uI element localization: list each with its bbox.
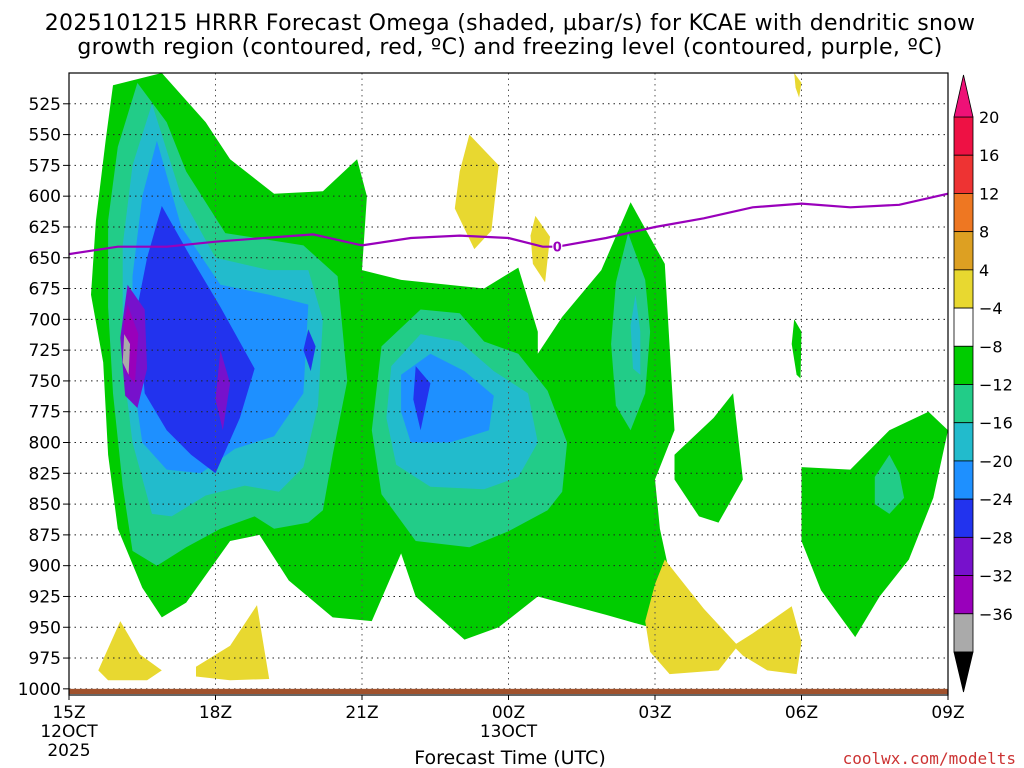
freezing-level-line	[68, 192, 949, 256]
omega-region-24	[645, 559, 738, 675]
colorbar-label: −20	[979, 452, 1013, 471]
colorbar-swatch	[953, 116, 974, 156]
y-tick-label: 925	[29, 587, 61, 607]
y-tick-label: 975	[29, 649, 61, 669]
x-tick-date: 12OCT	[40, 722, 98, 742]
colorbar-swatch	[953, 307, 974, 347]
colorbar-label: −24	[979, 490, 1013, 509]
colorbar-label: 16	[979, 146, 999, 165]
colorbar-swatch	[953, 231, 974, 271]
x-tick-label: 21Z	[345, 703, 378, 723]
omega-region-17	[215, 350, 231, 431]
y-tick-label: 900	[29, 557, 61, 577]
x-axis-label: Forecast Time (UTC)	[414, 747, 605, 768]
colorbar-swatch	[953, 193, 974, 233]
omega-region-25	[733, 606, 802, 675]
colorbar-label: −4	[979, 299, 1003, 318]
colorbar-swatch	[953, 613, 974, 653]
colorbar-top-arrow	[953, 74, 974, 118]
x-tick-label: 03Z	[638, 703, 671, 723]
colorbar-swatch	[953, 460, 974, 500]
y-tick-label: 775	[29, 403, 61, 423]
y-tick-label: 600	[29, 187, 61, 207]
x-tick-label: 00Z	[492, 703, 525, 723]
freezing-level-label: 0	[553, 241, 562, 256]
colorbar-label: −36	[979, 605, 1013, 624]
colorbar-swatch	[953, 269, 974, 309]
y-tick-label: 750	[29, 372, 61, 392]
colorbar-label: 20	[979, 108, 999, 127]
omega-region-3	[791, 319, 802, 379]
colorbar-label: 12	[979, 184, 999, 203]
colorbar-label: −32	[979, 567, 1013, 586]
colorbar-swatch	[953, 575, 974, 615]
freezing-label-bg	[552, 238, 563, 254]
omega-region-21	[530, 215, 550, 283]
y-tick-label: 825	[29, 464, 61, 484]
colorbar-label: −8	[979, 337, 1003, 356]
omega-region-12	[401, 353, 494, 443]
y-tick-label: 700	[29, 310, 61, 330]
x-tick-year: 2025	[47, 741, 90, 761]
colorbar-label: 4	[979, 261, 989, 280]
omega-region-1	[674, 393, 743, 523]
colorbar-swatch	[953, 536, 974, 576]
omega-region-15	[413, 366, 431, 431]
y-tick-label: 625	[29, 218, 61, 238]
omega-region-14	[303, 329, 316, 372]
omega-region-19	[122, 334, 130, 375]
plot-area: 0	[68, 72, 949, 696]
pressure-axis: 525 550 575 600 625 650 675 700 725 750 775 800 825 8…	[18, 95, 69, 700]
colorbar-label: −12	[979, 376, 1013, 395]
omega-region-23	[196, 605, 270, 681]
chart-title-line-2: growth region (contoured, red, ºC) and f…	[77, 35, 942, 60]
colorbar-label: −28	[979, 528, 1013, 547]
omega-region-7	[874, 454, 905, 514]
y-tick-label: 800	[29, 434, 61, 454]
y-tick-label: 575	[29, 156, 61, 176]
y-tick-label: 950	[29, 618, 61, 638]
colorbar-label: 8	[979, 223, 989, 242]
ground-surface	[69, 688, 948, 694]
omega-shaded-regions	[91, 73, 948, 681]
y-tick-label: 725	[29, 341, 61, 361]
x-tick-label: 06Z	[785, 703, 818, 723]
colorbar-swatch	[953, 154, 974, 194]
x-tick-label: 15Z	[52, 703, 85, 723]
chart-title-line-1: 2025101215 HRRR Forecast Omega (shaded, …	[45, 11, 976, 36]
colorbar-swatch	[953, 384, 974, 424]
x-tick-date: 13OCT	[480, 722, 538, 742]
colorbar: 20 16 12 8 4 −4 −8 −12 −16 −20 −24 −28 −32 −36	[953, 74, 1013, 693]
y-tick-label: 675	[29, 280, 61, 300]
freezing-level-contour: 0	[68, 192, 949, 256]
omega-region-6	[611, 233, 651, 431]
watermark: coolwx.com/modelts	[843, 749, 1016, 768]
omega-region-2	[801, 411, 948, 638]
x-tick-label: 09Z	[931, 703, 964, 723]
y-tick-label: 875	[29, 526, 61, 546]
omega-region-20	[454, 134, 499, 250]
y-tick-label: 525	[29, 95, 61, 115]
y-tick-label: 550	[29, 126, 61, 146]
x-tick-label: 18Z	[199, 703, 232, 723]
colorbar-label: −16	[979, 414, 1013, 433]
y-tick-label: 650	[29, 249, 61, 269]
omega-region-22	[98, 621, 162, 681]
colorbar-bottom-arrow	[953, 651, 974, 693]
colorbar-swatch	[953, 498, 974, 538]
colorbar-swatch	[953, 345, 974, 385]
y-tick-label: 1000	[18, 680, 61, 700]
colorbar-swatch	[953, 422, 974, 462]
omega-region-26	[794, 73, 802, 98]
y-tick-label: 850	[29, 495, 61, 515]
omega-region-10	[630, 294, 641, 375]
